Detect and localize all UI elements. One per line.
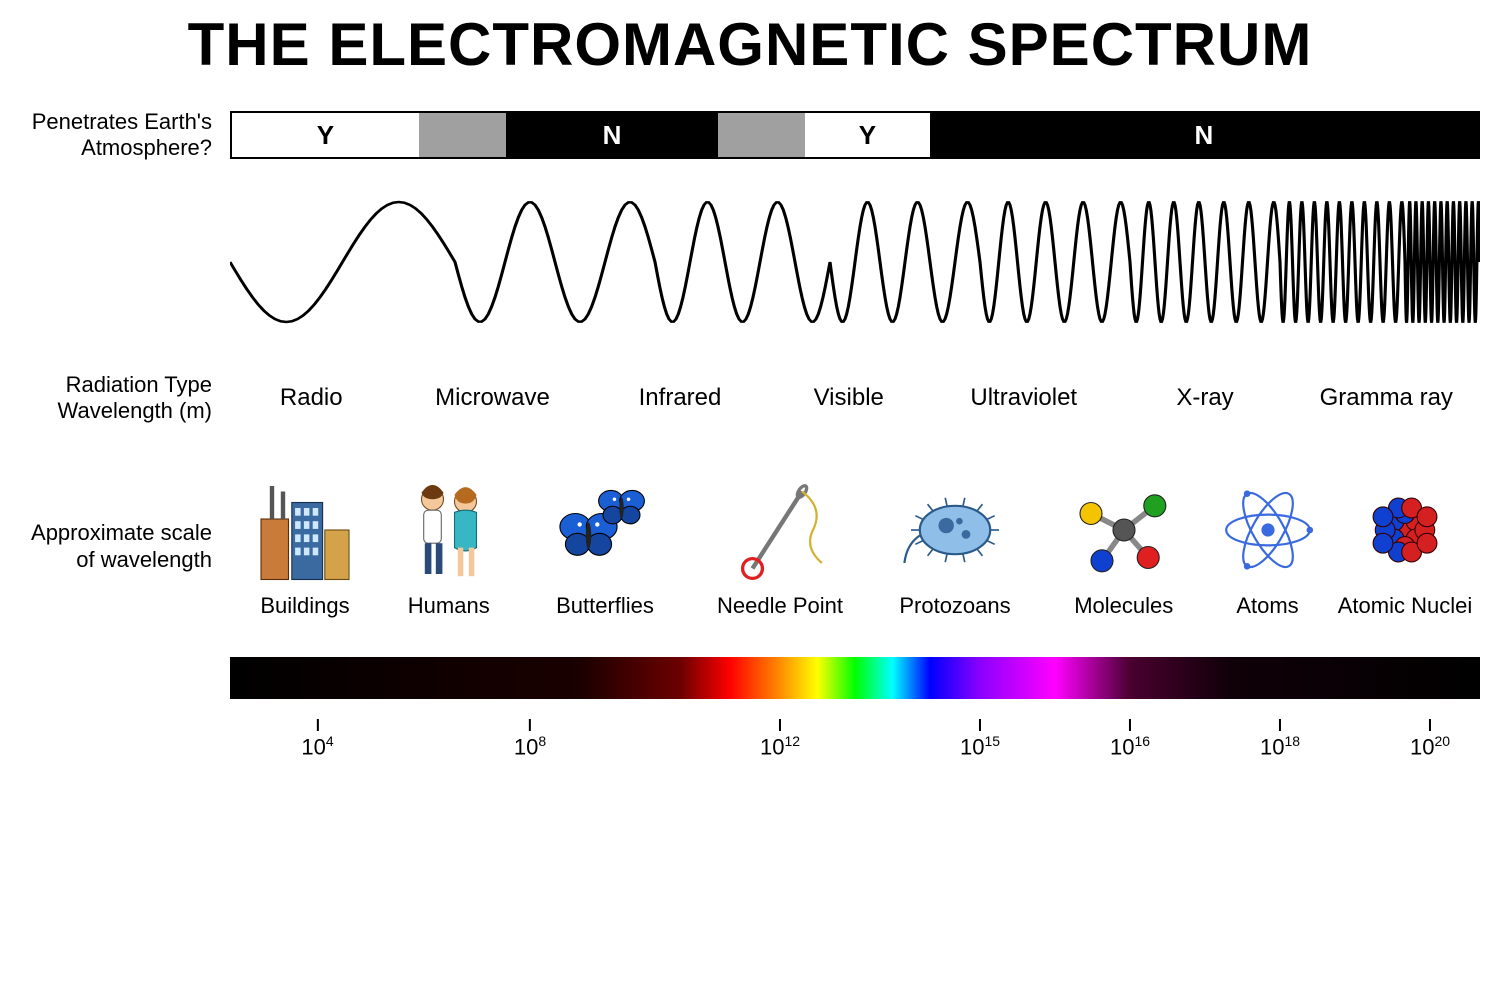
atom-icon — [1213, 475, 1323, 585]
penetration-row: Penetrates Earth's Atmosphere? YNYN — [20, 109, 1480, 162]
radiation-type-label: Radio — [230, 384, 393, 412]
penetration-segment: Y — [805, 113, 930, 157]
penetration-segment: Y — [232, 113, 419, 157]
scale-caption: Humans — [408, 593, 490, 619]
penetration-segment — [419, 113, 506, 157]
humans-icon — [394, 475, 504, 585]
scale-item: Protozoans — [868, 475, 1043, 619]
butterflies-icon — [550, 475, 660, 585]
penetration-segment: N — [506, 113, 718, 157]
page-title: THE ELECTROMAGNETIC SPECTRUM — [20, 10, 1480, 79]
frequency-tick: 1012 — [760, 719, 800, 760]
scale-caption: Needle Point — [717, 593, 843, 619]
radiation-type-label: Visible — [768, 384, 931, 412]
scale-item: Atoms — [1205, 475, 1330, 619]
scale-item: Buildings — [230, 475, 380, 619]
spectrum-row — [20, 657, 1480, 699]
frequency-tick-label: 1016 — [1110, 733, 1150, 760]
radiation-type-label: Ultraviolet — [930, 384, 1118, 412]
penetration-label: Penetrates Earth's Atmosphere? — [20, 109, 230, 162]
frequency-tick: 1015 — [960, 719, 1000, 760]
spectrum-bar — [230, 657, 1480, 699]
needle-icon — [725, 475, 835, 585]
scale-caption: Atomic Nuclei — [1338, 593, 1472, 619]
frequency-tick: 1016 — [1110, 719, 1150, 760]
radiation-row: Radiation Type Wavelength (m) RadioMicro… — [20, 372, 1480, 425]
frequency-tick: 1018 — [1260, 719, 1300, 760]
scale-caption: Protozoans — [899, 593, 1010, 619]
penetration-segment: N — [930, 113, 1478, 157]
scale-caption: Atoms — [1236, 593, 1298, 619]
scale-item: Butterflies — [518, 475, 693, 619]
frequency-tick: 1020 — [1410, 719, 1450, 760]
frequency-tick-label: 108 — [514, 733, 546, 760]
scale-item: Molecules — [1043, 475, 1206, 619]
wave-row — [20, 182, 1480, 342]
frequency-row: 104 108 1012 1015 1016 1018 1020 — [20, 719, 1480, 769]
radiation-type-label: Infrared — [593, 384, 768, 412]
scale-caption: Buildings — [260, 593, 349, 619]
radiation-type-label: Microwave — [393, 384, 593, 412]
scale-row: Approximate scale of wavelength Building… — [20, 475, 1480, 619]
penetration-bar: YNYN — [230, 111, 1480, 159]
frequency-tick-label: 1020 — [1410, 733, 1450, 760]
frequency-tick: 104 — [301, 719, 333, 760]
frequency-tick-label: 104 — [301, 733, 333, 760]
molecule-icon — [1069, 475, 1179, 585]
penetration-segment — [718, 113, 805, 157]
scale-item: Atomic Nuclei — [1330, 475, 1480, 619]
scale-item: Humans — [380, 475, 518, 619]
scale-caption: Butterflies — [556, 593, 654, 619]
frequency-tick-label: 1012 — [760, 733, 800, 760]
frequency-tick: 108 — [514, 719, 546, 760]
buildings-icon — [250, 475, 360, 585]
radiation-label: Radiation Type Wavelength (m) — [20, 372, 230, 425]
frequency-tick-label: 1018 — [1260, 733, 1300, 760]
nucleus-icon — [1350, 475, 1460, 585]
scale-label: Approximate scale of wavelength — [20, 520, 230, 573]
scale-item: Needle Point — [693, 475, 868, 619]
frequency-tick-label: 1015 — [960, 733, 1000, 760]
radiation-type-label: X-ray — [1118, 384, 1293, 412]
diagram-container: THE ELECTROMAGNETIC SPECTRUM Penetrates … — [0, 0, 1500, 991]
scale-caption: Molecules — [1074, 593, 1173, 619]
radiation-type-label: Gramma ray — [1293, 384, 1481, 412]
wave-diagram — [230, 182, 1480, 342]
protozoan-icon — [900, 475, 1010, 585]
